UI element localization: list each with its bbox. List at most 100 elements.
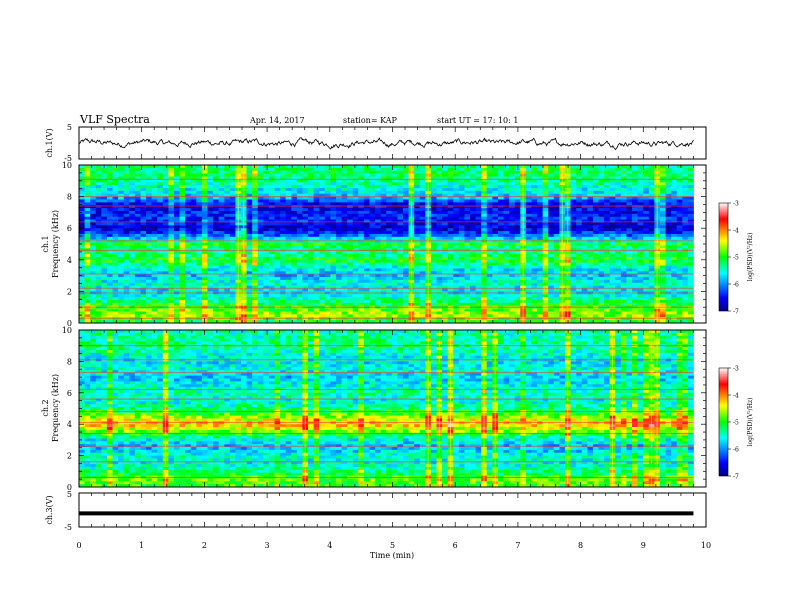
ch1-spectrogram-cell — [687, 245, 694, 249]
ch1-spectrogram-cell — [598, 268, 605, 272]
ch1-spectrogram-cell — [525, 219, 532, 223]
ch1-spectrogram-cell — [341, 282, 348, 287]
ch1-spectrogram-cell — [576, 202, 583, 206]
ch1-spectrogram-cell — [386, 256, 393, 261]
ch1-spectrogram-cell — [84, 213, 91, 218]
ch1-spectrogram-cell — [587, 196, 594, 200]
ch1-spectrogram-cell — [598, 282, 605, 287]
ch1-spectrogram-cell — [481, 199, 488, 203]
ch1-spectrogram-cell — [553, 179, 560, 183]
ch1-spectrogram-cell — [436, 216, 443, 220]
ch1-spectrogram-cell — [375, 179, 382, 183]
ch1-spectrogram-cell — [369, 196, 376, 200]
ch1-spectrogram-cell — [79, 170, 85, 175]
ch1-spectrogram-cell — [632, 213, 638, 218]
ch1-spectrogram-cell — [548, 242, 555, 246]
ch1-spectrogram-cell — [386, 233, 393, 238]
ch1-spectrogram-cell — [470, 236, 477, 241]
ch1-spectrogram-cell — [671, 288, 678, 292]
ch1-spectrogram-cell — [402, 285, 409, 289]
ch1-spectrogram-cell — [380, 213, 387, 218]
ch1-spectrogram-cell — [302, 179, 309, 183]
ch1-spectrogram-cell — [123, 219, 130, 223]
ch1-spectrogram-cell — [609, 285, 616, 289]
ch1-spectrogram-cell — [576, 167, 583, 172]
ch1-spectrogram-cell — [196, 279, 203, 284]
ch1-spectrogram-cell — [402, 202, 409, 206]
ch1-spectrogram-cell — [581, 202, 588, 206]
ch1-spectrogram-cell — [224, 277, 231, 281]
ch1-spectrogram-cell — [503, 285, 510, 289]
ch1-spectrogram-cell — [84, 210, 91, 215]
ch1-spectrogram-cell — [134, 167, 141, 172]
ch1-spectrogram-cell — [162, 282, 169, 287]
ch1-spectrogram-cell — [319, 265, 326, 269]
ch1-spectrogram-cell — [168, 167, 175, 172]
ch1-spectrogram-cell — [386, 225, 393, 229]
ch1-spectrogram-cell — [632, 176, 638, 180]
ch1-spectrogram-cell — [358, 182, 365, 186]
ch1-spectrogram-cell — [330, 170, 337, 175]
ch1-spectrogram-cell — [481, 233, 488, 238]
ch1-spectrogram-cell — [358, 190, 365, 195]
ch1-spectrogram-cell — [514, 271, 521, 275]
ch1-spectrogram-cell — [84, 170, 91, 175]
ch1-spectrogram-cell — [363, 245, 370, 249]
ch1-spectrogram-cell — [358, 256, 365, 261]
ch1-spectrogram-cell — [213, 193, 220, 197]
ch1-spectrogram-cell — [436, 254, 443, 258]
ch1-spectrogram-cell — [252, 170, 259, 175]
ch1-spectrogram-cell — [302, 274, 309, 278]
ch1-spectrogram-cell — [112, 185, 119, 189]
ch1-spectrogram-cell — [207, 185, 214, 189]
ch1-spectrogram-cell — [151, 236, 158, 241]
ch1-spectrogram-cell — [615, 268, 622, 272]
ch1-spectrogram-cell — [375, 208, 382, 212]
ch1-spectrogram-cell — [609, 228, 616, 232]
ch1-spectrogram-cell — [598, 231, 605, 235]
ch1-spectrogram-cell — [274, 279, 281, 284]
ch1-spectrogram-cell — [274, 239, 281, 243]
ch1-spectrogram-cell — [576, 179, 583, 183]
ch1-spectrogram-cell — [123, 182, 130, 186]
ch1-spectrogram-cell — [509, 277, 516, 281]
ch1-spectrogram-cell — [168, 262, 175, 266]
ch1-spectrogram-cell — [514, 268, 521, 272]
ch1-spectrogram-cell — [676, 173, 683, 177]
ch1-spectrogram-cell — [592, 210, 599, 215]
ch1-spectrogram-cell — [358, 228, 365, 232]
ch1-spectrogram-cell — [643, 176, 650, 180]
ch1-spectrogram-cell — [291, 185, 298, 189]
ch1-spectrogram-cell — [134, 173, 141, 177]
ch1-spectrogram-cell — [112, 225, 119, 229]
ch1-spectrogram-cell — [587, 228, 594, 232]
ch1-spectrogram-cell — [201, 225, 208, 229]
ch1-spectrogram-cell — [341, 262, 348, 266]
ch1-spectrogram-cell — [486, 259, 493, 264]
ch1-spectrogram-cell — [419, 176, 426, 180]
ch1-spectrogram-cell — [123, 216, 130, 220]
ch1-spectrogram-cell — [525, 193, 532, 197]
ch1-spectrogram-cell — [146, 254, 153, 258]
ch1-spectrogram-cell — [330, 176, 337, 180]
ch1-spectrogram-cell — [185, 185, 192, 189]
ch1-spectrogram-cell — [380, 282, 387, 287]
ch1-spectrogram-cell — [157, 288, 164, 292]
ch1-spectrogram-cell — [352, 190, 359, 195]
ch1-spectrogram-cell — [687, 222, 694, 226]
ch1-spectrogram-cell — [537, 176, 544, 180]
ch1-spectrogram-cell — [620, 176, 627, 180]
ch1-spectrogram-cell — [604, 285, 611, 289]
ch1-spectrogram-cell — [531, 187, 538, 192]
ch1-spectrogram-cell — [430, 251, 437, 255]
ch1-spectrogram-cell — [671, 167, 678, 172]
ch1-spectrogram-cell — [665, 173, 672, 177]
ch1-spectrogram-cell — [531, 277, 538, 281]
ch1-spectrogram-cell — [609, 210, 616, 215]
figure-title: VLF Spectra — [79, 113, 150, 126]
ch1-spectrogram-cell — [263, 190, 270, 195]
ch1-spectrogram-cell — [581, 262, 588, 266]
ch1-spectrogram-cell — [207, 170, 214, 175]
ch1-spectrogram-cell — [419, 170, 426, 175]
ch1-spectrogram-cell — [592, 279, 599, 284]
